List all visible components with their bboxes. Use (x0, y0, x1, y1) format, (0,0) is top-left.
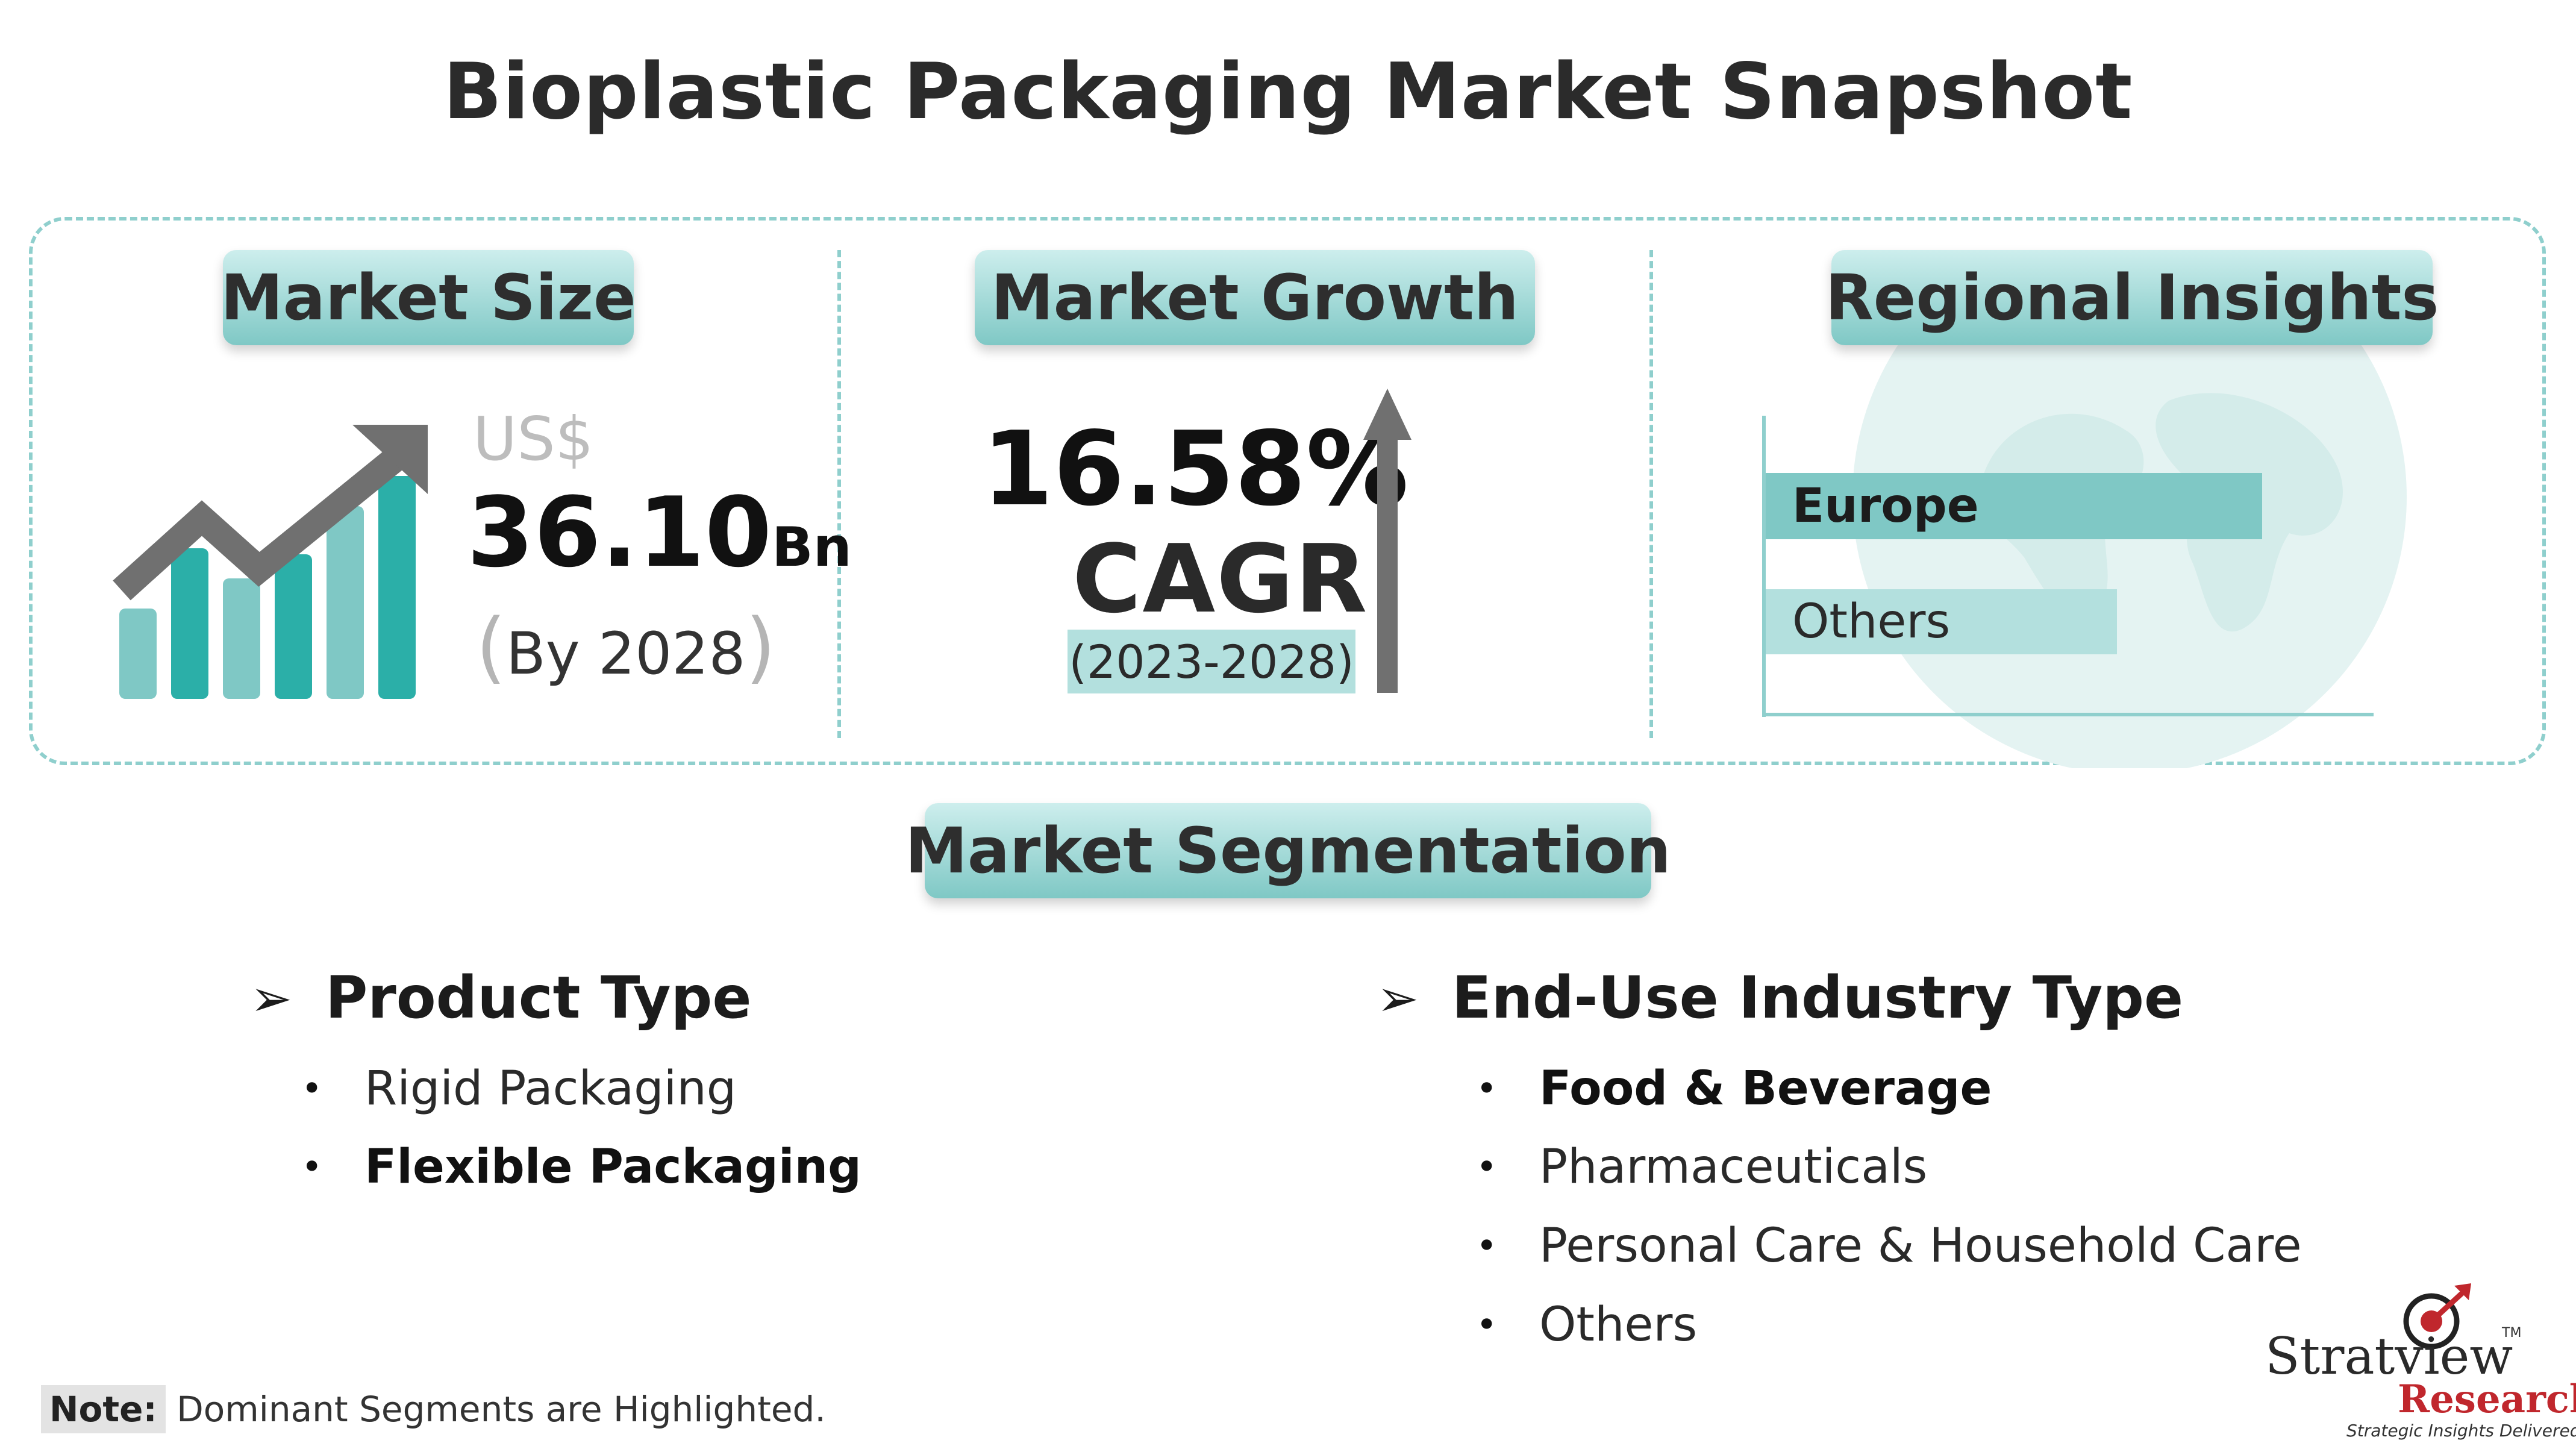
region-bar-label: Europe (1792, 479, 1979, 533)
logo-tm: TM (2502, 1325, 2522, 1341)
icon-bar-2 (171, 548, 208, 699)
product-type-title: Product Type (325, 964, 752, 1031)
bullet: • (1476, 1225, 1498, 1267)
product-type-item-rigid: Rigid Packaging (364, 1062, 737, 1116)
market-size-heading: Market Size (220, 250, 636, 345)
panel-divider-left (837, 250, 841, 738)
cagr-label: CAGR (1072, 524, 1369, 634)
page-title: Bioplastic Packaging Market Snapshot (443, 47, 2133, 137)
icon-bar-5 (327, 506, 364, 699)
region-bar-europe: Europe (1766, 473, 2262, 539)
logo-target-icon (2403, 1283, 2471, 1350)
market-size-year: By 2028 (505, 620, 746, 687)
regional-insights-heading: Regional Insights (1825, 250, 2439, 345)
region-chart-y-axis (1762, 416, 1766, 717)
trend-line (113, 441, 412, 601)
bullet: • (1476, 1146, 1498, 1188)
bullet: • (301, 1146, 323, 1188)
icon-bar-6 (378, 476, 416, 699)
market-growth-heading: Market Growth (975, 250, 1535, 345)
icon-bar-1 (119, 609, 157, 699)
panel-divider-right (1649, 250, 1653, 738)
cagr-value-group: 16.58% (982, 410, 1408, 529)
paren-open: ( (476, 602, 506, 692)
bullet: • (1476, 1068, 1498, 1110)
product-type-arrow-icon: ➢ (250, 969, 293, 1028)
cagr-period: (2023-2028) (1068, 630, 1355, 693)
growth-chart-icon (113, 425, 428, 699)
globe-icon (1852, 328, 2407, 768)
bullet: • (301, 1068, 323, 1110)
currency-label: US$ (473, 404, 594, 474)
icon-bar-4 (275, 554, 312, 699)
end-use-item-food: Food & Beverage (1539, 1062, 1992, 1116)
logo-sub: Research (2398, 1377, 2576, 1422)
market-size-year-group: (By 2028) (476, 602, 775, 692)
bullet: • (1476, 1304, 1498, 1346)
product-type-item-flexible: Flexible Packaging (364, 1140, 861, 1194)
market-size-value-group: 36.10Bn (467, 476, 852, 589)
footnote: Note: Dominant Segments are Highlighted. (41, 1385, 826, 1433)
market-segmentation-heading: Market Segmentation (905, 803, 1671, 898)
stratview-logo: Stratview TM Research Strategic Insights… (2265, 1277, 2576, 1441)
logo-name: Stratview (2265, 1327, 2513, 1386)
trend-arrowhead (352, 425, 428, 494)
note-tag: Note: (41, 1385, 166, 1433)
growth-arrow-icon (1363, 389, 1411, 693)
end-use-item-others: Others (1539, 1298, 1698, 1352)
end-use-item-pharma: Pharmaceuticals (1539, 1140, 1928, 1194)
market-size-value: 36.10 (467, 476, 772, 589)
note-text: Dominant Segments are Highlighted. (177, 1389, 826, 1430)
region-bar-others: Others (1766, 589, 2117, 654)
snapshot-panel (29, 217, 2546, 765)
end-use-title: End-Use Industry Type (1452, 964, 2184, 1031)
end-use-item-personal-care: Personal Care & Household Care (1539, 1219, 2302, 1273)
paren-close: ) (745, 602, 776, 692)
icon-bar-3 (223, 578, 260, 699)
logo-tagline: Strategic Insights Delivered (2346, 1421, 2576, 1441)
end-use-arrow-icon: ➢ (1377, 969, 1419, 1028)
market-size-unit: Bn (772, 516, 852, 579)
region-bar-label: Others (1792, 595, 1951, 649)
region-chart-x-axis (1762, 713, 2374, 716)
cagr-value: 16.58 (982, 410, 1306, 529)
